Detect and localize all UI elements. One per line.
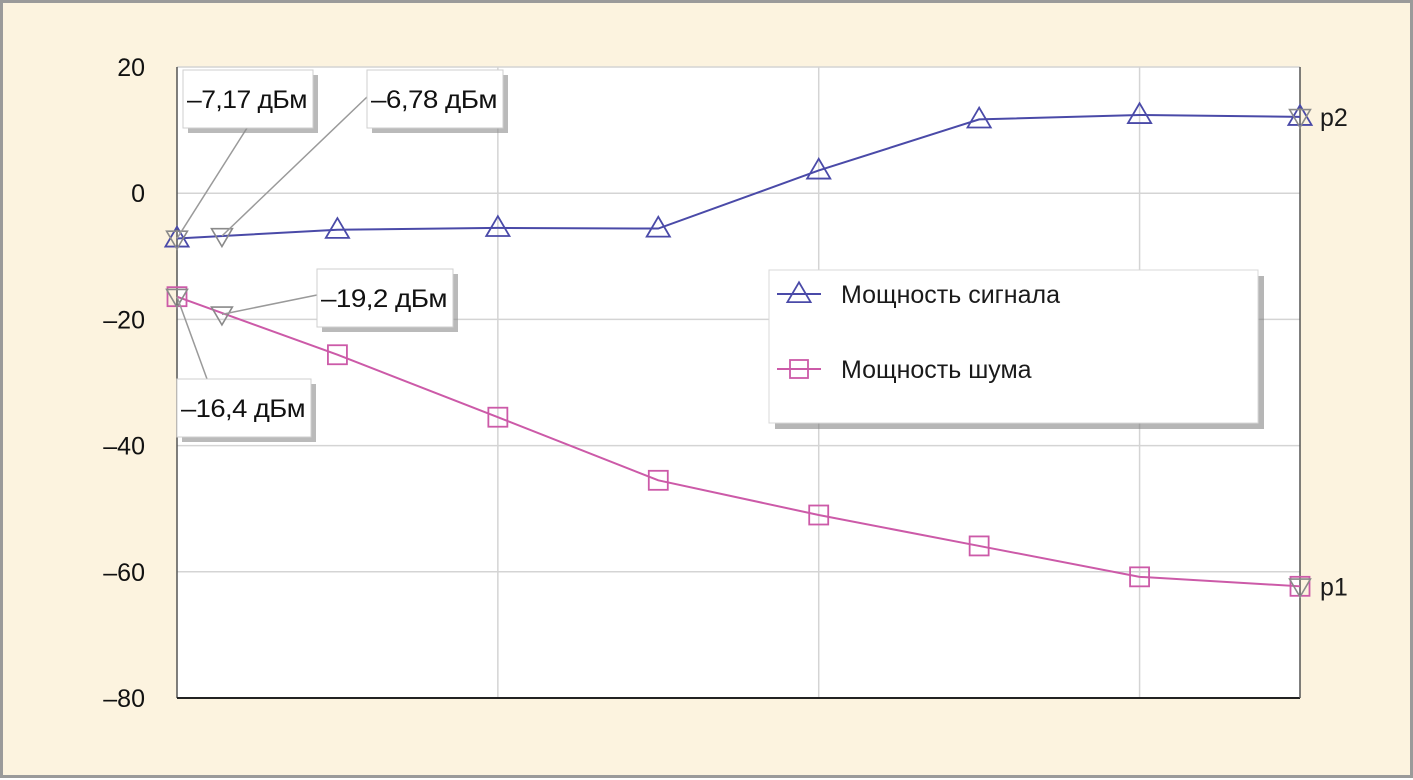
- noise-power-line: [176, 295, 1301, 588]
- marker-label-p2: p2: [1320, 104, 1348, 132]
- marker-triangle: [210, 227, 234, 249]
- noise-point: [968, 535, 990, 557]
- signal-point: [965, 105, 993, 129]
- callout-label: –16,4 дБм: [181, 395, 305, 423]
- marker-label-p1: p1: [1320, 573, 1348, 601]
- signal-point: [1286, 103, 1314, 126]
- signal-point: [163, 224, 191, 248]
- y-tick-label: –80: [103, 685, 145, 713]
- y-tick-label: 20: [117, 54, 145, 82]
- legend-label: Мощность сигнала: [841, 281, 1060, 309]
- callout-label: –7,17 дБм: [187, 86, 307, 114]
- callout-box: [366, 69, 504, 129]
- marker-triangle: [165, 230, 189, 251]
- legend-box: [768, 269, 1259, 424]
- callout-box: [176, 378, 312, 438]
- noise-point: [808, 504, 830, 526]
- marker-triangle: [1288, 578, 1312, 599]
- marker-triangle: [1288, 108, 1312, 129]
- signal-point: [645, 215, 672, 238]
- signal-point: [1126, 101, 1153, 124]
- legend-square-icon: [789, 359, 809, 379]
- callout-label: –6,78 дБм: [371, 86, 497, 114]
- noise-point: [647, 469, 669, 491]
- callout-leader-line: [221, 294, 318, 316]
- y-tick-label: 0: [131, 180, 145, 208]
- noise-point: [1129, 566, 1150, 588]
- callout-leader-line: [176, 127, 248, 239]
- signal-point: [324, 216, 351, 239]
- callout-box: [316, 268, 454, 328]
- noise-point: [487, 406, 509, 428]
- signal-point: [484, 214, 512, 237]
- marker-triangle: [210, 306, 234, 327]
- callout-box: [182, 69, 314, 129]
- line-chart: 20 0 –20 –40 –60 –80 p2 p1 –7,17 дБм –6,78 дБм –…: [103, 54, 1348, 713]
- callout-leader-line: [176, 296, 208, 380]
- signal-power-line: [176, 113, 1301, 240]
- callout-label: –19,2 дБм: [321, 285, 447, 313]
- y-tick-label: –40: [103, 433, 145, 461]
- noise-point: [327, 344, 348, 366]
- callout-leader-line: [221, 96, 368, 237]
- signal-point: [805, 157, 832, 180]
- legend-label: Мощность шума: [841, 356, 1032, 384]
- marker-triangle: [165, 288, 189, 309]
- y-tick-label: –20: [103, 306, 145, 334]
- legend-triangle-icon: [785, 280, 813, 304]
- y-tick-label: –60: [103, 559, 145, 587]
